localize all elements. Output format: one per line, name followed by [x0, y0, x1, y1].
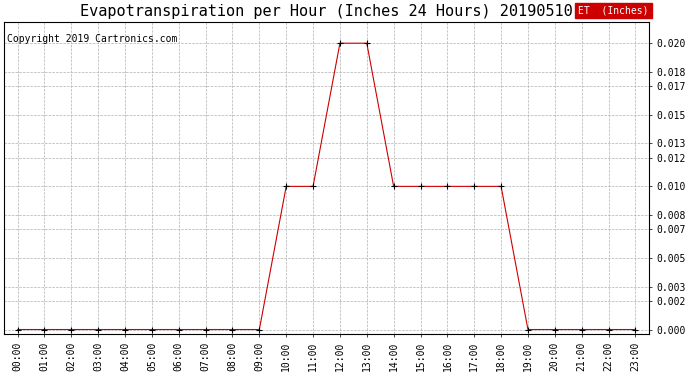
Title: Evapotranspiration per Hour (Inches 24 Hours) 20190510: Evapotranspiration per Hour (Inches 24 H… [80, 4, 573, 19]
Text: ET  (Inches): ET (Inches) [578, 6, 649, 15]
Text: Copyright 2019 Cartronics.com: Copyright 2019 Cartronics.com [7, 34, 177, 44]
